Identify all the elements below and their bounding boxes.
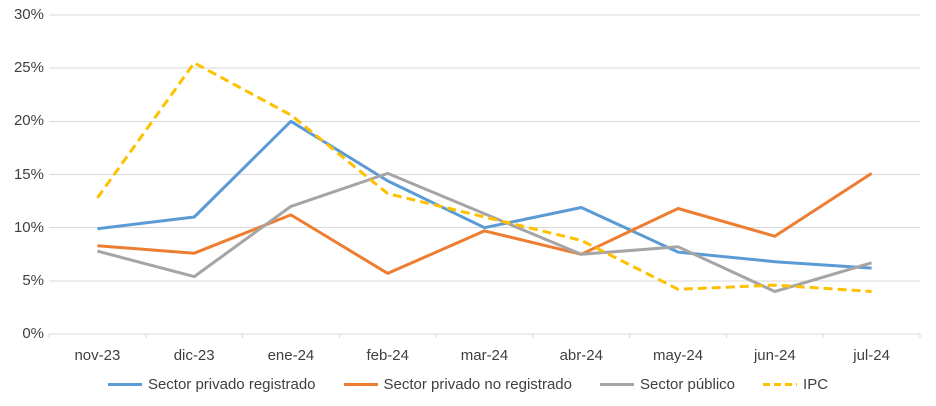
legend-item-ipc: IPC [763, 376, 828, 393]
legend-marker-dashed-line [763, 383, 798, 386]
legend-item-sector-privado-registrado: Sector privado registrado [107, 376, 316, 393]
y-axis-label: 5% [22, 271, 44, 289]
legend-marker-line [599, 383, 634, 386]
y-axis-label: 25% [13, 59, 44, 77]
x-axis-label: abr-24 [559, 347, 603, 364]
y-axis-label: 20% [13, 112, 44, 130]
x-axis-label: jun-24 [753, 347, 796, 364]
legend-item-sector-privado-no-registrado: Sector privado no registrado [343, 376, 572, 393]
x-axis-label: mar-24 [460, 347, 509, 364]
legend-label: Sector público [639, 376, 736, 393]
legend-label: Sector privado registrado [147, 376, 316, 393]
x-axis-label: jul-24 [853, 347, 890, 364]
y-axis-label: 10% [13, 218, 44, 236]
series-line-0 [97, 119, 872, 270]
legend-marker-line [343, 383, 378, 386]
legend-marker-line [107, 383, 142, 386]
y-axis-label: 30% [13, 6, 44, 23]
legend-label: IPC [803, 376, 829, 393]
legend-label: Sector privado no registrado [383, 376, 572, 393]
series-line-3 [96, 61, 872, 293]
x-axis-label: ene-24 [267, 347, 315, 364]
series-line-2 [97, 171, 873, 293]
series-line-1 [97, 172, 873, 275]
y-axis-label: 15% [13, 165, 44, 183]
legend-item-sector-publico: Sector público [599, 376, 736, 393]
x-axis-label: feb-24 [366, 347, 409, 364]
x-axis-label: nov-23 [74, 347, 121, 364]
x-axis-label: dic-23 [173, 347, 215, 364]
y-axis-label: 0% [22, 325, 44, 342]
x-axis-label: may-24 [653, 347, 704, 364]
legend: Sector privado registrado Sector privado… [0, 376, 936, 393]
